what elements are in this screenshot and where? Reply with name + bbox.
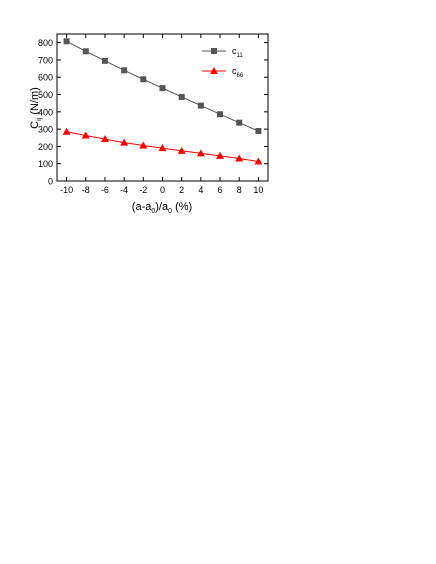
x-tick-label: 6 (218, 185, 223, 195)
y-axis-label-unit: (N/m) (29, 87, 41, 118)
y-tick-label: 400 (38, 107, 53, 117)
point-c66 (196, 149, 205, 157)
x-tick-label: 4 (198, 185, 203, 195)
point-c11 (255, 128, 262, 135)
x-tick-label: 8 (237, 185, 242, 195)
x-axis-label: (a-a0)/a0 (%) (132, 201, 192, 215)
y-tick-label: 100 (38, 159, 53, 169)
series-layer (62, 38, 263, 165)
point-c66 (177, 146, 186, 154)
point-c11 (197, 102, 204, 109)
x-tick-label: 10 (253, 185, 263, 195)
point-c66 (216, 151, 225, 159)
point-c66 (254, 157, 263, 165)
y-axis-label-main: C (29, 121, 41, 129)
x-axis: -10 -8 -6 -4 -2 0 2 4 6 8 10 (60, 34, 263, 195)
y-tick-label: 700 (38, 55, 53, 65)
x-axis-label-part3: (%) (172, 201, 192, 213)
legend: c11 c66 (202, 46, 244, 79)
point-c11 (140, 76, 147, 83)
y-tick-label: 300 (38, 125, 53, 135)
x-tick-label: -2 (139, 185, 147, 195)
x-axis-label-sub2: 0 (168, 208, 172, 215)
x-axis-label-part2: )/a (155, 201, 169, 213)
legend-marker-c66 (210, 67, 218, 74)
y-tick-label: 500 (38, 90, 53, 100)
point-c66 (81, 131, 90, 139)
point-c11 (101, 57, 108, 64)
y-axis: 0 100 200 300 400 500 600 700 800 (38, 38, 268, 187)
x-tick-label: -10 (60, 185, 73, 195)
y-tick-label: 0 (48, 177, 53, 187)
y-axis-label: Cij (N/m) (29, 87, 43, 129)
point-c66 (235, 154, 244, 162)
y-tick-label: 600 (38, 73, 53, 83)
point-c66 (120, 138, 129, 146)
point-c11 (236, 119, 243, 126)
legend-label-c11: c11 (232, 46, 243, 59)
point-c66 (139, 141, 148, 149)
point-c66 (100, 135, 109, 143)
y-axis-label-sub: ij (36, 117, 43, 121)
x-tick-label: 0 (160, 185, 165, 195)
y-tick-label: 800 (38, 38, 53, 48)
x-tick-label: -4 (120, 185, 128, 195)
y-tick-label: 200 (38, 142, 53, 152)
point-c11 (159, 85, 166, 92)
x-axis-label-part1: (a-a (132, 201, 152, 213)
legend-label-c66: c66 (232, 66, 244, 79)
point-c11 (217, 111, 224, 118)
point-c66 (62, 127, 71, 135)
legend-marker-c11 (211, 48, 217, 54)
point-c11 (63, 38, 70, 45)
x-tick-label: -8 (82, 185, 90, 195)
point-c11 (178, 93, 185, 100)
point-c66 (158, 144, 167, 152)
x-tick-label: -6 (101, 185, 109, 195)
x-tick-label: 2 (179, 185, 184, 195)
point-c11 (82, 48, 89, 55)
point-c11 (121, 67, 128, 74)
x-axis-label-sub1: 0 (151, 208, 155, 215)
